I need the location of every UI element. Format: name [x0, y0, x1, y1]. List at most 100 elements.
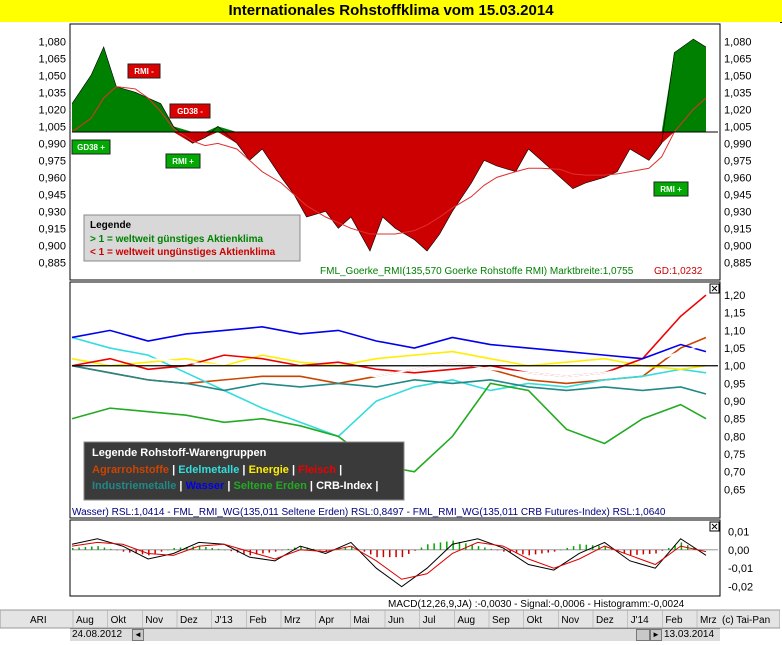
time-scrollbar[interactable]: ◄ ►: [70, 628, 720, 641]
histogram-bar: [274, 549, 277, 552]
x-tick-label: Jul: [423, 615, 436, 626]
histogram-bar: [97, 546, 99, 550]
x-tick-label: Nov: [145, 615, 163, 626]
chart-svg: 1,080 1,080 1,065 1,065 1,050 1,050 1,035 1,035…: [0, 22, 781, 640]
series-edel: [71, 336, 707, 438]
histogram-bar: [173, 547, 175, 550]
chart-title: Internationales Rohstoffklima vom 15.03.…: [0, 0, 782, 23]
histogram-bar: [623, 549, 626, 554]
legend-panel1: Legende > 1 = weltweit günstiges Aktienk…: [83, 214, 301, 262]
legend-panel2: Legende Rohstoff-Warengruppen Agrarrohst…: [83, 441, 405, 501]
scroll-left-button[interactable]: ◄: [132, 629, 144, 641]
histogram-bar: [667, 547, 670, 550]
y-tick-right: 1,035: [724, 87, 752, 99]
x-axis-left-label: ARI: [30, 615, 47, 626]
histogram-bar: [141, 549, 144, 555]
y-tick-right: 0,00: [728, 545, 749, 557]
y-tick-right: 1,050: [724, 70, 752, 82]
legend2-item-industrie: Industriemetalle: [92, 480, 176, 492]
close-icon[interactable]: [709, 283, 720, 294]
y-tick-right: 0,70: [724, 467, 745, 479]
histogram-bar: [528, 549, 530, 556]
y-tick-left: 1,050: [38, 70, 66, 82]
y-tick-left: 0,975: [38, 155, 66, 167]
histogram-bar: [78, 547, 80, 550]
legend1-line2: < 1 = weltweit ungünstiges Aktienklima: [90, 247, 276, 258]
y-tick-left: 1,080: [38, 36, 66, 48]
histogram-bar: [458, 541, 461, 550]
histogram-bar: [350, 546, 353, 550]
y-tick-right: 1,15: [724, 308, 745, 320]
x-tick-label: Mai: [353, 615, 369, 626]
histogram-bar: [604, 546, 607, 550]
x-tick-label: Jun: [388, 615, 404, 626]
x-tick-label: J'13: [215, 615, 233, 626]
legend2-item-edel: Edelmetalle: [178, 464, 239, 476]
histogram-bar: [312, 548, 315, 550]
histogram-bar: [262, 549, 264, 554]
x-tick-label: Feb: [249, 615, 267, 626]
scroll-right-button[interactable]: ►: [650, 629, 662, 641]
histogram-bar: [408, 549, 410, 554]
x-tick-label: Sep: [492, 615, 510, 626]
legend2-item-selten: Seltene Erden: [234, 480, 308, 492]
close-icon[interactable]: [709, 521, 720, 532]
series-macd: [71, 538, 707, 588]
histogram-bar: [224, 549, 226, 551]
histogram-bar: [522, 549, 524, 555]
histogram-bar: [91, 546, 93, 550]
y-tick-right: 1,080: [724, 36, 752, 48]
end-date: 13.03.2014: [664, 629, 715, 640]
y-tick-left: 0,990: [38, 138, 66, 150]
legend2-item-fleisch: Fleisch: [298, 464, 336, 476]
y-tick-left: 1,005: [38, 121, 66, 133]
y-tick-left: 0,960: [38, 172, 66, 184]
histogram-bar: [566, 547, 569, 550]
histogram-bar: [103, 547, 106, 550]
histogram-bar: [541, 549, 543, 554]
signal-label: GD38 -: [177, 107, 203, 116]
histogram-bar: [439, 542, 442, 550]
x-tick-label: Aug: [76, 615, 94, 626]
histogram-bar: [205, 547, 207, 550]
histogram-bar: [72, 547, 74, 550]
scroll-thumb[interactable]: [636, 629, 650, 641]
x-tick-label: Nov: [561, 615, 579, 626]
y-tick-left: 1,035: [38, 87, 66, 99]
y-tick-right: 0,990: [724, 138, 752, 150]
histogram-bar: [674, 545, 676, 550]
y-tick-right: 0,915: [724, 223, 752, 235]
signal-box: [71, 139, 111, 155]
y-tick-right: 0,95: [724, 378, 745, 390]
histogram-bar: [496, 549, 499, 551]
x-tick-label: J'14: [631, 615, 649, 626]
histogram-bar: [515, 549, 518, 554]
series-energie: [71, 350, 707, 371]
histogram-bar: [471, 544, 473, 550]
histogram-bar: [503, 549, 505, 552]
rmi-line: [71, 38, 707, 252]
histogram-bar: [534, 549, 537, 555]
histogram-bar: [167, 549, 169, 551]
histogram-bar: [230, 549, 232, 552]
y-tick-right: 0,930: [724, 206, 752, 218]
gd38-line: [71, 86, 707, 235]
histogram-bar: [484, 547, 486, 550]
histogram-bar: [148, 549, 150, 556]
histogram-bar: [287, 548, 290, 550]
legend2-item-crb: CRB-Index: [316, 480, 373, 492]
histogram-bar: [629, 549, 632, 556]
chart-frame: 1,080 1,080 1,065 1,065 1,050 1,050 1,035 1,035…: [0, 22, 781, 640]
histogram-bar: [110, 548, 112, 550]
histogram-bar: [243, 549, 245, 554]
legend2-item-energie: Energie: [249, 464, 289, 476]
legend2-separator: |: [169, 464, 178, 476]
series-signal: [71, 541, 707, 580]
x-tick-label: Okt: [111, 615, 127, 626]
y-tick-right: 1,00: [724, 361, 745, 373]
histogram-bar: [281, 549, 283, 551]
histogram-bar: [363, 549, 366, 552]
start-date: 24.08.2012: [72, 629, 123, 640]
histogram-bar: [572, 546, 575, 550]
y-tick-right: 0,945: [724, 189, 752, 201]
